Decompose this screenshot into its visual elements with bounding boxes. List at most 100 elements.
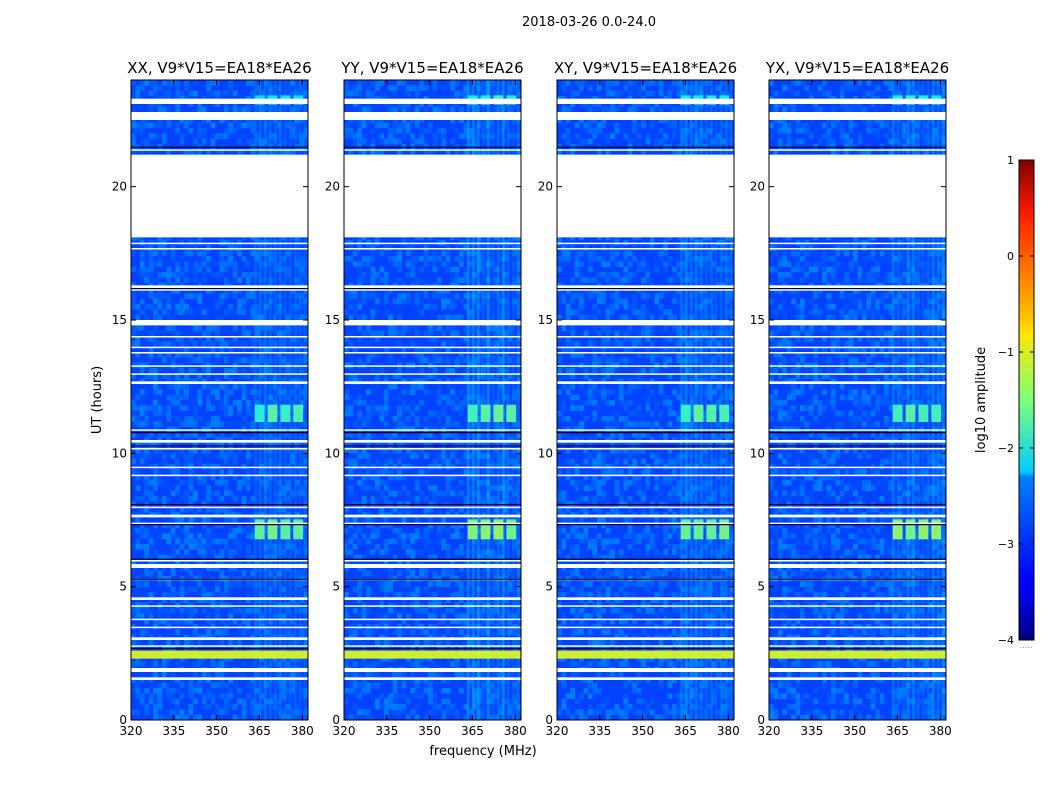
- heatmap-cell: [450, 565, 455, 571]
- rfi-streak: [288, 80, 292, 720]
- heatmap-cell: [285, 629, 291, 635]
- heatmap-cell: [383, 405, 389, 411]
- heatmap-cell: [516, 266, 521, 273]
- heatmap-cell: [423, 421, 429, 427]
- heatmap-cell: [263, 581, 269, 587]
- heatmap-cell: [401, 533, 407, 539]
- heatmap-cell: [215, 330, 220, 337]
- heatmap-cell: [459, 106, 464, 113]
- heatmap-cell: [144, 480, 149, 486]
- heatmap-cell: [139, 629, 145, 635]
- heatmap-cell: [463, 485, 469, 491]
- heatmap-cell: [254, 336, 260, 342]
- heatmap-cell: [228, 288, 234, 294]
- heatmap-cell: [379, 266, 385, 273]
- heatmap-cell: [170, 549, 176, 555]
- heatmap-cell: [344, 565, 349, 571]
- heatmap-cell: [170, 453, 176, 459]
- heatmap-cell: [272, 490, 278, 497]
- heatmap-cell: [188, 496, 194, 502]
- heatmap-cell: [246, 272, 251, 278]
- heatmap-cell: [401, 330, 407, 337]
- heatmap-cell: [476, 357, 482, 363]
- heatmap-cell: [498, 421, 504, 427]
- heatmap-cell: [361, 373, 367, 379]
- heatmap-cell: [490, 128, 495, 134]
- heatmap-cell: [299, 629, 304, 635]
- heatmap-cell: [454, 394, 460, 401]
- heatmap-cell: [153, 336, 158, 342]
- heatmap-cell: [481, 453, 486, 459]
- heatmap-cell: [277, 448, 282, 454]
- heatmap-cell: [401, 149, 407, 155]
- heatmap-cell: [161, 293, 167, 299]
- heatmap-cell: [397, 613, 402, 619]
- heatmap-cell: [357, 480, 362, 486]
- heatmap-cell: [352, 618, 358, 625]
- heatmap-cell: [250, 128, 256, 134]
- heatmap-cell: [432, 581, 438, 587]
- heatmap-cell: [428, 554, 433, 561]
- heatmap-cell: [277, 309, 282, 315]
- heatmap-cell: [397, 458, 402, 465]
- heatmap-cell: [290, 357, 296, 363]
- heatmap-cell: [352, 117, 358, 123]
- heatmap-cell: [263, 394, 269, 401]
- heatmap-cell: [428, 122, 433, 129]
- heatmap-cell: [352, 101, 358, 107]
- heatmap-cell: [228, 608, 234, 614]
- heatmap-cell: [481, 266, 486, 273]
- heatmap-cell: [498, 597, 504, 603]
- heatmap-cell: [507, 368, 513, 374]
- heatmap-cell: [303, 522, 308, 529]
- heatmap-cell: [254, 704, 260, 710]
- heatmap-cell: [161, 496, 167, 502]
- heatmap-cell: [131, 133, 136, 139]
- heatmap-cell: [357, 261, 362, 267]
- heatmap-cell: [294, 117, 300, 123]
- heatmap-cell: [414, 304, 420, 310]
- heatmap-cell: [467, 469, 473, 475]
- heatmap-cell: [228, 677, 234, 683]
- heatmap-cell: [428, 389, 433, 395]
- heatmap-cell: [215, 522, 220, 529]
- heatmap-cell: [241, 474, 247, 481]
- heatmap-cell: [405, 256, 411, 262]
- heatmap-cell: [467, 357, 473, 363]
- figure-title: 2018-03-26 0.0-24.0: [522, 15, 656, 30]
- heatmap-cell: [201, 597, 207, 603]
- heatmap-cell: [432, 304, 438, 310]
- heatmap-cell: [184, 309, 189, 315]
- heatmap-cell: [175, 490, 180, 497]
- heatmap-cell: [419, 101, 424, 107]
- heatmap-cell: [370, 352, 376, 358]
- heatmap-cell: [246, 629, 251, 635]
- heatmap-cell: [184, 480, 189, 486]
- heatmap-cell: [490, 341, 495, 347]
- heatmap-cell: [232, 496, 238, 502]
- heatmap-cell: [352, 133, 358, 139]
- heatmap-cell: [175, 261, 180, 267]
- heatmap-cell: [299, 490, 304, 497]
- heatmap-cell: [419, 490, 424, 497]
- heatmap-cell: [135, 293, 141, 299]
- heatmap-cell: [467, 421, 473, 427]
- heatmap-cell: [507, 325, 513, 331]
- heatmap-cell: [397, 528, 402, 534]
- heatmap-cell: [166, 693, 172, 699]
- heatmap-cell: [228, 693, 234, 699]
- heatmap-cell: [445, 549, 451, 555]
- heatmap-cell: [436, 421, 442, 427]
- heatmap-cell: [348, 341, 354, 347]
- heatmap-cell: [268, 544, 273, 550]
- heatmap-cell: [246, 618, 251, 625]
- heatmap-cell: [352, 309, 358, 315]
- heatmap-cell: [516, 288, 521, 294]
- heatmap-cell: [370, 256, 376, 262]
- heatmap-cell: [463, 448, 469, 454]
- heatmap-cell: [498, 336, 504, 342]
- heatmap-cell: [201, 272, 207, 278]
- heatmap-cell: [161, 597, 167, 603]
- heatmap-cell: [512, 277, 517, 283]
